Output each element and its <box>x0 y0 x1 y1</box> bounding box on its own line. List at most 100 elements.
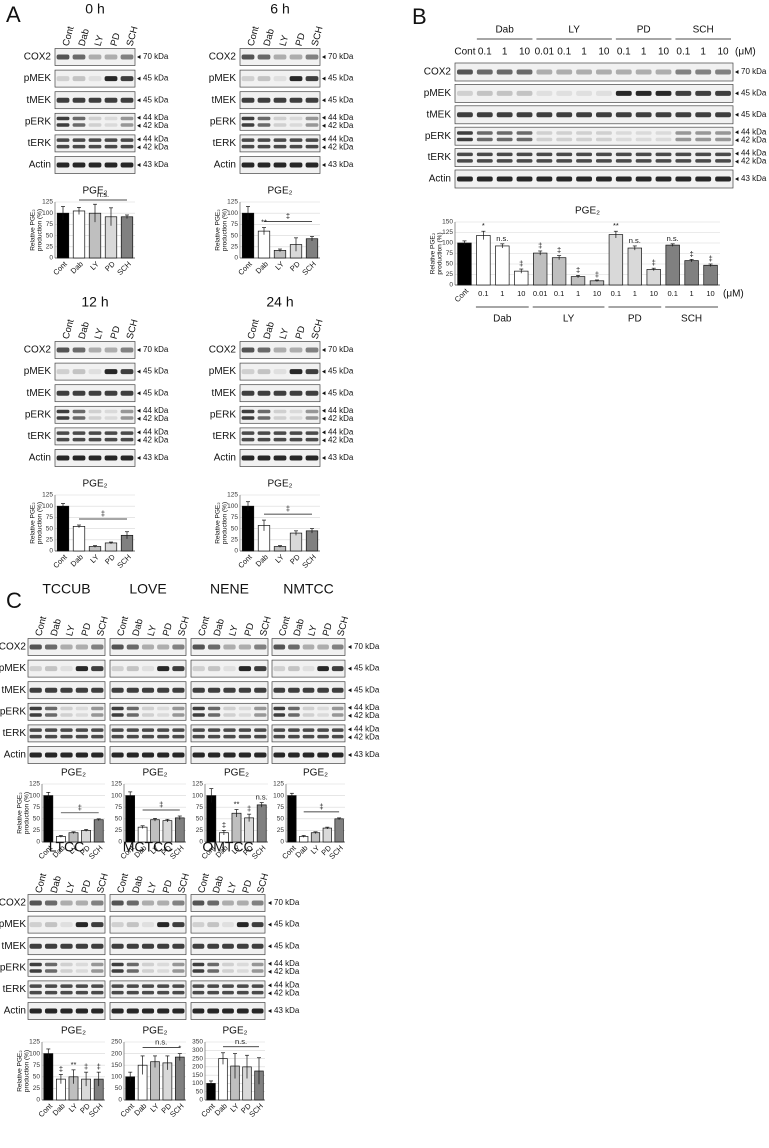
bar <box>289 532 303 552</box>
bar <box>334 818 344 843</box>
marker-arrow <box>137 430 141 435</box>
marker-arrow <box>322 98 326 103</box>
x-tick-label: 1 <box>576 289 580 298</box>
protein-label: tERK <box>28 431 52 442</box>
band <box>655 112 672 118</box>
band <box>104 416 118 420</box>
band <box>111 666 124 672</box>
band <box>120 97 134 103</box>
lane-label: Dab <box>262 321 277 341</box>
band <box>288 644 300 650</box>
y-tick-label: 100 <box>111 1074 122 1081</box>
band <box>44 644 58 650</box>
marker-arrow <box>348 753 352 757</box>
band <box>331 644 344 650</box>
lane-label: LY <box>278 326 292 340</box>
band <box>456 176 473 182</box>
band <box>111 900 124 906</box>
band <box>317 666 329 672</box>
band <box>305 369 319 375</box>
chart-title: PGE₂ <box>268 479 293 490</box>
band <box>331 706 344 711</box>
band <box>305 138 319 142</box>
band <box>91 962 104 967</box>
bar <box>476 235 491 286</box>
bar <box>43 795 54 843</box>
band <box>516 90 533 96</box>
band <box>289 431 303 435</box>
band <box>595 69 612 75</box>
lane-label: PD <box>294 325 308 341</box>
chart-title: PGE₂ <box>143 1026 168 1037</box>
x-tick-label: LY <box>88 552 100 564</box>
blot-strip <box>109 702 187 721</box>
marker-label: 45 kDa <box>274 920 300 929</box>
band <box>251 969 264 973</box>
marker-label: 42 kDa <box>741 135 767 144</box>
lane-label: PD <box>80 622 94 638</box>
band <box>241 116 255 121</box>
band <box>238 706 252 711</box>
y-tick-label: 75 <box>196 804 204 811</box>
band <box>104 144 118 149</box>
blot-strip <box>239 134 321 153</box>
lane-label: SCH <box>176 615 192 637</box>
y-tick-label: 200 <box>192 1064 203 1071</box>
band <box>238 666 252 672</box>
band <box>516 159 533 163</box>
band <box>536 112 553 118</box>
band <box>556 69 573 75</box>
band <box>595 176 612 182</box>
band <box>302 734 315 739</box>
band <box>157 943 170 949</box>
significance-label: ‡ <box>538 241 542 250</box>
lane-label: Cont <box>246 318 262 341</box>
bar <box>241 505 255 552</box>
band <box>273 437 287 442</box>
band <box>675 137 692 142</box>
lane-label: Cont <box>33 615 49 638</box>
y-tick-label: 100 <box>111 792 122 799</box>
protein-label: Actin <box>429 174 451 185</box>
band <box>635 176 652 182</box>
band <box>60 706 73 711</box>
bar <box>104 542 118 552</box>
bar <box>257 230 271 259</box>
x-tick-label: 0.01 <box>533 289 548 298</box>
band <box>56 76 70 82</box>
band <box>251 1008 264 1014</box>
group-label: Dab <box>495 25 514 36</box>
marker-label: 44 kDa <box>143 135 169 144</box>
band <box>288 734 300 739</box>
lane-label: PD <box>161 879 175 895</box>
y-tick-label: 125 <box>111 781 122 788</box>
band <box>141 900 155 906</box>
band <box>675 131 692 135</box>
band <box>60 962 73 967</box>
x-tick-label: 1 <box>500 289 504 298</box>
band <box>120 369 134 375</box>
band <box>192 728 205 732</box>
band <box>157 962 170 967</box>
band <box>715 131 732 135</box>
band <box>254 752 267 758</box>
band <box>60 644 73 650</box>
protein-label: pERK <box>25 116 51 127</box>
lane-label: 0.1 <box>617 47 631 58</box>
band <box>496 69 513 75</box>
band <box>141 1008 155 1014</box>
band <box>236 900 249 906</box>
protein-label: pMEK <box>24 366 52 377</box>
band <box>655 90 672 96</box>
y-axis-label: Relative PGE₂ <box>30 209 37 251</box>
band <box>141 706 155 711</box>
band <box>695 159 712 163</box>
lane-label: 1 <box>700 47 706 58</box>
band <box>88 97 102 103</box>
band <box>223 706 236 711</box>
unit-label: (μM) <box>735 47 756 58</box>
band <box>241 144 255 149</box>
band <box>305 431 319 435</box>
marker-arrow <box>322 76 326 81</box>
band <box>257 409 271 414</box>
